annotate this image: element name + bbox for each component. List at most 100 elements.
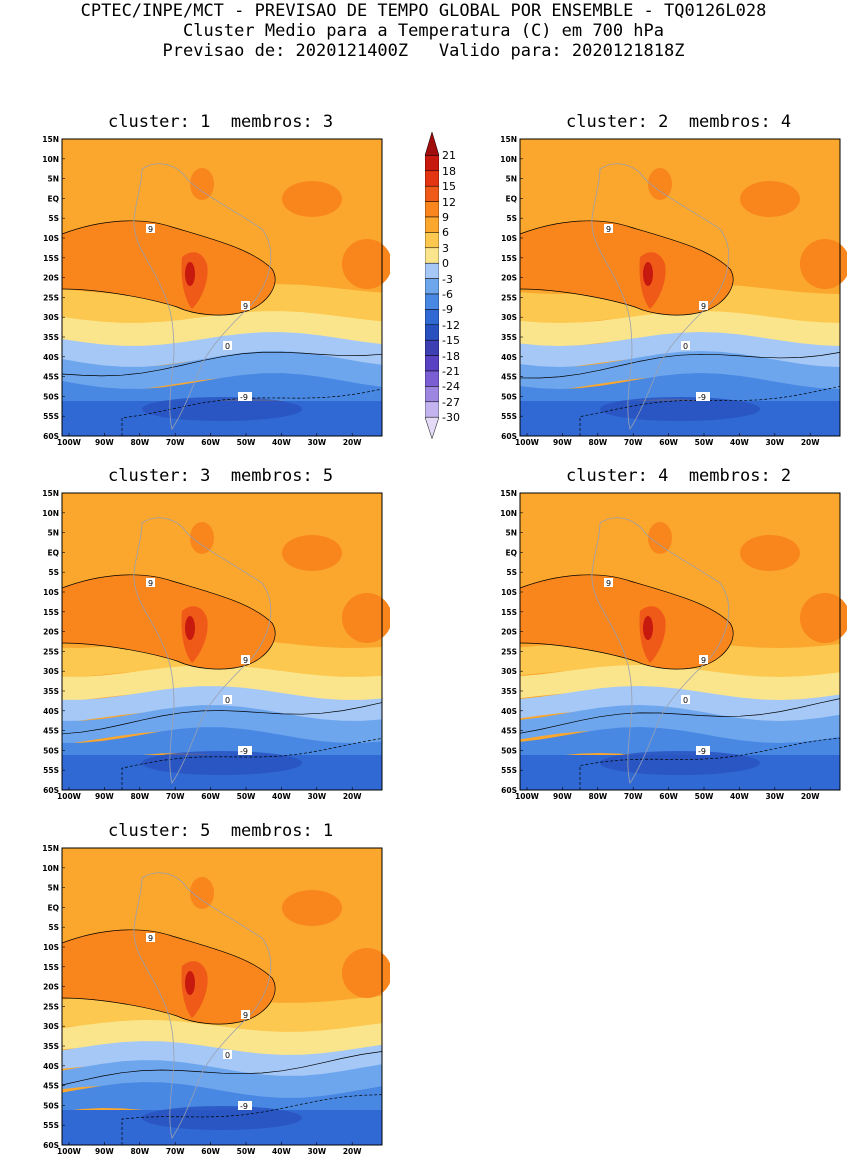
colorbar: 21 18 15 12 9 6 3 0 -3 -6 -9 -12 -15 -18 -21 -24 -27 -30 — [424, 131, 465, 442]
lat-tick: 20S — [43, 983, 59, 992]
lat-tick: 45S — [501, 727, 517, 736]
colorbar-label: -30 — [442, 411, 460, 425]
lon-tick: 20W — [343, 438, 362, 447]
svg-text:0: 0 — [683, 696, 688, 705]
contour-label: 0 — [223, 1050, 232, 1060]
lon-tick: 20W — [343, 792, 362, 801]
svg-text:9: 9 — [148, 225, 153, 234]
lat-tick: 60S — [43, 432, 59, 441]
contour-label: 0 — [681, 695, 690, 705]
lon-tick: 100W — [57, 1147, 82, 1156]
lon-tick: 50W — [695, 438, 714, 447]
lon-tick: 50W — [695, 792, 714, 801]
contour-label: -9 — [696, 746, 710, 756]
lat-tick: 25S — [43, 647, 59, 656]
lat-tick: 15N — [42, 136, 59, 144]
colorbar-label: -12 — [442, 318, 460, 332]
lon-tick: 80W — [588, 792, 607, 801]
colorbar-label: 6 — [442, 226, 449, 240]
lat-tick: 45S — [43, 1082, 59, 1091]
contour-label: 9 — [146, 224, 155, 234]
lon-tick: 20W — [801, 792, 820, 801]
lon-tick: 60W — [201, 1147, 220, 1156]
colorbar-label: -27 — [442, 395, 460, 409]
contour-label: 0 — [223, 695, 232, 705]
colorbar-label: -9 — [442, 303, 453, 317]
contour-label: 9 — [699, 301, 708, 311]
svg-text:9: 9 — [148, 934, 153, 943]
lon-tick: 90W — [95, 438, 114, 447]
lon-tick: 30W — [307, 1147, 326, 1156]
lat-tick: 25S — [501, 293, 517, 302]
lon-tick: 40W — [730, 438, 749, 447]
contour-label: 9 — [604, 578, 613, 588]
lat-tick: 60S — [43, 1141, 59, 1150]
lat-tick: 50S — [501, 392, 517, 401]
svg-text:-9: -9 — [240, 1102, 248, 1111]
lat-tick: 5S — [506, 568, 517, 577]
contour-label: 9 — [241, 655, 250, 665]
lat-tick: 30S — [43, 313, 59, 322]
lon-tick: 30W — [307, 438, 326, 447]
svg-text:9: 9 — [606, 225, 611, 234]
colorbar-label: 0 — [442, 257, 449, 271]
lat-tick: 40S — [43, 353, 59, 362]
lat-tick: 25S — [501, 647, 517, 656]
svg-text:9: 9 — [701, 656, 706, 665]
lat-tick: 30S — [43, 1022, 59, 1031]
lat-tick: 5N — [48, 884, 60, 893]
colorbar-label: -6 — [442, 288, 453, 301]
header-line1: CPTEC/INPE/MCT - PREVISAO DE TEMPO GLOBA… — [80, 1, 767, 21]
lon-tick: 90W — [553, 438, 572, 447]
temperature-map-3: 9 9 0 -9 15N 10N 5N EQ 5S 10S 15S 20S 25S 30S 35S 40S 45… — [42, 490, 390, 801]
contour-label: 9 — [241, 1010, 250, 1020]
contour-label: 9 — [699, 655, 708, 665]
lat-tick: 10N — [42, 509, 59, 518]
lon-tick: 40W — [730, 792, 749, 801]
lat-tick: 20S — [43, 274, 59, 283]
lat-tick: 25S — [43, 1002, 59, 1011]
svg-text:-9: -9 — [698, 747, 706, 756]
lat-tick: 50S — [43, 392, 59, 401]
lat-tick: 10S — [43, 588, 59, 597]
lon-tick: 20W — [801, 438, 820, 447]
lat-tick: 15S — [501, 608, 517, 617]
lat-tick: 35S — [43, 333, 59, 342]
lon-tick: 50W — [237, 1147, 256, 1156]
svg-text:9: 9 — [148, 579, 153, 588]
svg-text:9: 9 — [606, 579, 611, 588]
lat-tick: EQ — [48, 548, 60, 557]
lon-tick: 50W — [237, 438, 256, 447]
temperature-map-2: 9 9 0 -9 15N 10N 5N EQ 5S 10S 15S 20S 25S 30S 35S 40S 45… — [500, 136, 847, 447]
lat-tick: 30S — [501, 313, 517, 322]
contour-label: 0 — [681, 341, 690, 351]
lon-tick: 60W — [201, 792, 220, 801]
lon-tick: 20W — [343, 1147, 362, 1156]
lon-tick: 30W — [765, 438, 784, 447]
lat-tick: EQ — [48, 903, 60, 912]
lat-tick: 55S — [501, 766, 517, 775]
lat-tick: 10N — [42, 864, 59, 873]
contour-label: -9 — [238, 746, 252, 756]
lat-tick: 40S — [501, 353, 517, 362]
colorbar-label: 21 — [442, 149, 456, 163]
contour-label: -9 — [696, 392, 710, 402]
lat-tick: EQ — [48, 194, 60, 203]
lat-tick: 15N — [500, 136, 517, 144]
colorbar-scale — [424, 131, 440, 440]
lat-tick: 5S — [48, 214, 59, 223]
header-line2: Cluster Medio para a Temperatura (C) em … — [182, 21, 665, 41]
lon-tick: 100W — [515, 438, 540, 447]
lon-tick: 100W — [57, 438, 82, 447]
lat-tick: 40S — [43, 707, 59, 716]
lon-tick: 30W — [307, 792, 326, 801]
lat-tick: 35S — [501, 687, 517, 696]
svg-text:-9: -9 — [240, 393, 248, 402]
lat-tick: 20S — [501, 274, 517, 283]
lat-tick: 50S — [501, 746, 517, 755]
lat-tick: 55S — [43, 766, 59, 775]
lat-tick: 60S — [501, 786, 517, 795]
lat-tick: 15S — [43, 254, 59, 263]
lon-tick: 80W — [130, 792, 149, 801]
panel-title-1: cluster: 1 membros: 3 — [108, 112, 334, 132]
